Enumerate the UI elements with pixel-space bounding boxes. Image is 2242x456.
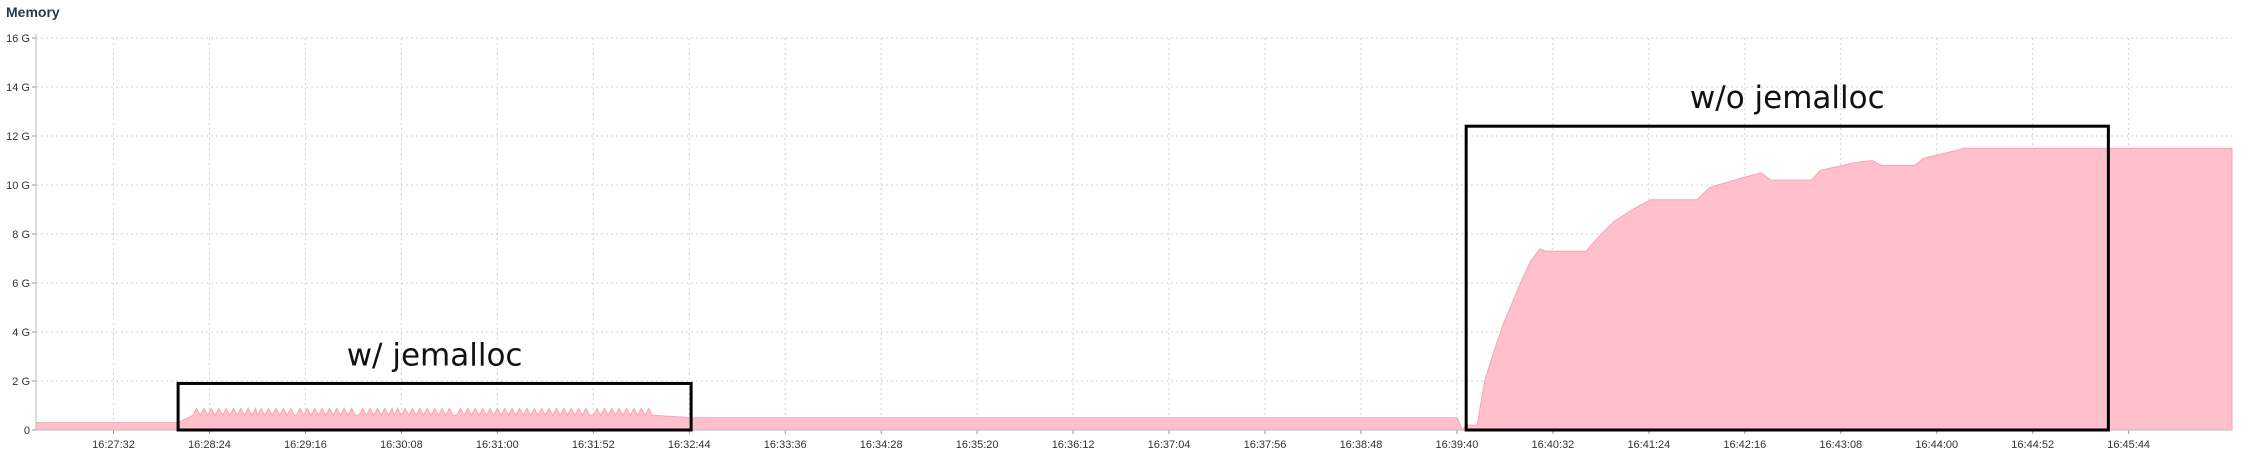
y-axis-ticks: 0 2 G 4 G 6 G 8 G 10 G 12 G 14 G 16 G (6, 33, 30, 437)
x-tick-label: 16:27:32 (92, 439, 135, 451)
y-tick-label: 14 G (6, 82, 30, 94)
area-series (35, 147, 2233, 431)
chart-title: Memory (6, 4, 60, 20)
y-tick-label: 2 G (12, 376, 30, 388)
x-tick-label: 16:40:32 (1531, 439, 1574, 451)
annotation-label-with-jemalloc: w/ jemalloc (347, 337, 523, 373)
y-tick-label: 12 G (6, 131, 30, 143)
x-tick-label: 16:37:04 (1148, 439, 1191, 451)
x-tick-label: 16:29:16 (284, 439, 327, 451)
y-tick-label: 10 G (6, 180, 30, 192)
y-tick-label: 0 (24, 425, 30, 437)
y-tick-label: 6 G (12, 278, 30, 290)
x-tick-label: 16:31:52 (572, 439, 615, 451)
x-tick-label: 16:32:44 (668, 439, 711, 451)
x-tick-label: 16:33:36 (764, 439, 807, 451)
x-tick-label: 16:42:16 (1723, 439, 1766, 451)
annotation-box-with-jemalloc (176, 381, 693, 432)
x-tick-label: 16:35:20 (956, 439, 999, 451)
x-tick-label: 16:30:08 (380, 439, 423, 451)
annotations: w/ jemalloc w/o jemalloc (176, 80, 2110, 432)
annotation-label-without-jemalloc: w/o jemalloc (1690, 80, 1885, 116)
x-tick-label: 16:44:00 (1915, 439, 1958, 451)
x-tick-label: 16:39:40 (1436, 439, 1479, 451)
x-tick-label: 16:45:44 (2107, 439, 2150, 451)
y-tick-label: 4 G (12, 327, 30, 339)
y-tick-label: 16 G (6, 33, 30, 45)
x-tick-label: 16:44:52 (2011, 439, 2054, 451)
x-axis-ticks: 16:27:32 16:28:24 16:29:16 16:30:08 16:31:00… (92, 439, 2150, 451)
x-tick-label: 16:37:56 (1244, 439, 1287, 451)
annotation-box-without-jemalloc (1464, 124, 2110, 432)
y-tick-label: 8 G (12, 229, 30, 241)
x-tick-label: 16:28:24 (188, 439, 231, 451)
x-tick-label: 16:38:48 (1340, 439, 1383, 451)
x-tick-label: 16:36:12 (1052, 439, 1095, 451)
x-tick-label: 16:31:00 (476, 439, 519, 451)
memory-area (35, 147, 2233, 431)
x-tick-label: 16:43:08 (1819, 439, 1862, 451)
x-tick-label: 16:34:28 (860, 439, 903, 451)
x-tick-label: 16:41:24 (1627, 439, 1670, 451)
